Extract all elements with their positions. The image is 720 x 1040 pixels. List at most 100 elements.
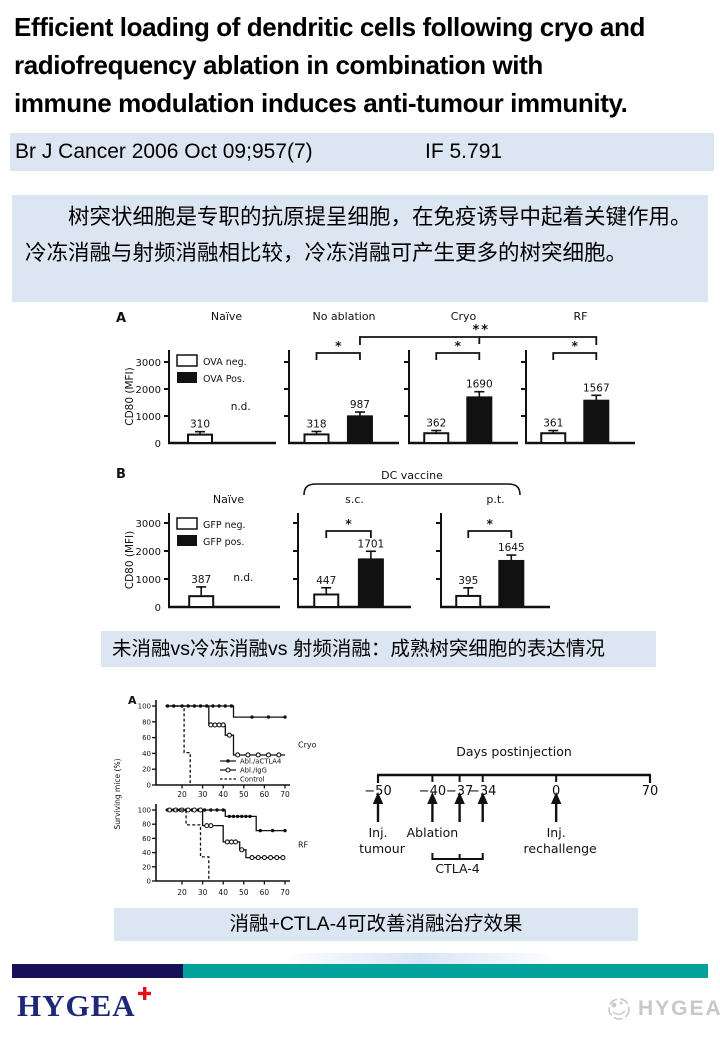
- svg-text:20: 20: [177, 888, 187, 897]
- svg-text:−50: −50: [364, 784, 391, 799]
- svg-text:40: 40: [142, 750, 151, 758]
- svg-text:Abl./aCTLA4: Abl./aCTLA4: [240, 758, 281, 766]
- svg-text:p.t.: p.t.: [486, 493, 504, 506]
- svg-text:Inj.: Inj.: [547, 825, 566, 840]
- svg-text:OVA Pos.: OVA Pos.: [203, 374, 245, 385]
- svg-text:1567: 1567: [583, 382, 610, 394]
- svg-text:OVA neg.: OVA neg.: [203, 357, 247, 368]
- red-cross-icon: [137, 987, 151, 1000]
- svg-text:−40: −40: [419, 784, 446, 799]
- svg-text:0: 0: [155, 603, 161, 614]
- svg-text:RF: RF: [574, 310, 588, 323]
- svg-text:Cryo: Cryo: [298, 741, 317, 750]
- svg-text:3000: 3000: [136, 519, 161, 530]
- svg-text:0: 0: [147, 878, 151, 886]
- svg-text:20: 20: [142, 863, 151, 871]
- svg-text:100: 100: [138, 703, 151, 711]
- svg-text:387: 387: [191, 574, 211, 586]
- svg-text:60: 60: [142, 734, 151, 742]
- hygea-logo-text: HYGEA: [17, 988, 136, 1023]
- svg-text:−34: −34: [469, 784, 496, 799]
- svg-text:30: 30: [198, 888, 208, 897]
- svg-text:2000: 2000: [136, 385, 161, 396]
- svg-text:Control: Control: [240, 776, 265, 784]
- svg-text:1000: 1000: [136, 575, 161, 586]
- svg-text:362: 362: [426, 418, 446, 430]
- svg-text:CD80 (MFI): CD80 (MFI): [124, 531, 136, 590]
- svg-text:Naïve: Naïve: [211, 310, 243, 323]
- svg-text:987: 987: [350, 399, 370, 411]
- journal-citation: Br J Cancer 2006 Oct 09;957(7): [15, 140, 313, 163]
- svg-text:B: B: [116, 467, 126, 482]
- svg-text:No ablation: No ablation: [312, 310, 375, 323]
- footer-bar-navy: [12, 964, 183, 978]
- svg-text:30: 30: [198, 790, 208, 799]
- svg-text:*: *: [335, 339, 342, 353]
- impact-factor: IF 5.791: [425, 140, 503, 163]
- svg-text:310: 310: [190, 419, 210, 431]
- svg-text:Inj.: Inj.: [368, 825, 387, 840]
- svg-text:447: 447: [316, 575, 336, 587]
- svg-text:50: 50: [239, 888, 249, 897]
- svg-text:70: 70: [642, 784, 659, 799]
- svg-text:A: A: [128, 694, 137, 707]
- citation-bar: Br J Cancer 2006 Oct 09;957(7) IF 5.791: [10, 133, 714, 171]
- svg-text:**: **: [473, 323, 491, 338]
- svg-text:50: 50: [239, 790, 249, 799]
- paper-title-line1: Efficient loading of dendritic cells fol…: [14, 12, 645, 42]
- svg-text:318: 318: [306, 418, 326, 430]
- svg-text:1645: 1645: [498, 542, 525, 554]
- svg-text:CTLA-4: CTLA-4: [435, 861, 479, 876]
- svg-text:361: 361: [543, 418, 563, 430]
- paper-title-line2: radiofrequency ablation in combination w…: [14, 50, 543, 80]
- svg-text:*: *: [345, 517, 352, 531]
- svg-text:20: 20: [177, 790, 187, 799]
- svg-text:GFP pos.: GFP pos.: [203, 537, 244, 548]
- svg-text:3000: 3000: [136, 358, 161, 369]
- svg-text:2000: 2000: [136, 547, 161, 558]
- svg-text:1701: 1701: [358, 538, 385, 550]
- hygea-logo: HYGEA: [17, 987, 151, 1024]
- svg-text:Cryo: Cryo: [451, 310, 477, 323]
- svg-text:70: 70: [280, 888, 290, 897]
- hygea-emblem-icon: [608, 998, 630, 1020]
- summary-text: 树突状细胞是专职的抗原提呈细胞，在免疫诱导中起着关键作用。冷冻消融与射频消融相比…: [25, 205, 692, 265]
- svg-text:80: 80: [142, 718, 151, 726]
- svg-text:tumour: tumour: [359, 841, 406, 856]
- svg-text:n.d.: n.d.: [231, 401, 251, 413]
- paper-title-line3: immune modulation induces anti-tumour im…: [14, 88, 628, 118]
- svg-text:1690: 1690: [466, 379, 493, 391]
- paper-title: Efficient loading of dendritic cells fol…: [14, 8, 716, 122]
- svg-text:A: A: [116, 311, 126, 326]
- svg-text:DC vaccine: DC vaccine: [381, 469, 443, 482]
- figure1-caption: 未消融vs冷冻消融vs 射频消融：成熟树突细胞的表达情况: [101, 631, 656, 667]
- svg-text:Days postinjection: Days postinjection: [456, 744, 572, 759]
- svg-text:Ablation: Ablation: [407, 825, 459, 840]
- svg-text:60: 60: [260, 790, 270, 799]
- figure-survival-curves: 0 20 40 60 80 100 20 30 40 50 60 70 Cryo A Abl./aCTLA4…: [113, 694, 317, 897]
- svg-text:395: 395: [458, 575, 478, 587]
- svg-text:Naïve: Naïve: [213, 493, 245, 506]
- svg-text:20: 20: [142, 766, 151, 774]
- svg-text:RF: RF: [298, 841, 309, 850]
- svg-text:80: 80: [142, 821, 151, 829]
- svg-text:0: 0: [552, 784, 560, 799]
- footer-glow: [278, 953, 562, 964]
- svg-text:40: 40: [218, 888, 228, 897]
- svg-text:*: *: [487, 517, 494, 531]
- svg-text:0: 0: [147, 782, 151, 790]
- svg-text:Abl./IgG: Abl./IgG: [240, 767, 267, 775]
- summary-box: 树突状细胞是专职的抗原提呈细胞，在免疫诱导中起着关键作用。冷冻消融与射频消融相比…: [12, 195, 708, 302]
- footer-bar-teal: [183, 964, 708, 978]
- figure2-caption: 消融+CTLA-4可改善消融治疗效果: [114, 908, 638, 941]
- svg-text:GFP neg.: GFP neg.: [203, 520, 246, 531]
- svg-text:CD80 (MFI): CD80 (MFI): [124, 367, 136, 426]
- svg-text:n.d.: n.d.: [233, 572, 253, 584]
- svg-text:*: *: [572, 339, 579, 353]
- svg-text:−37: −37: [446, 784, 473, 799]
- svg-text:0: 0: [155, 439, 161, 450]
- svg-text:*: *: [455, 339, 462, 353]
- svg-text:rechallenge: rechallenge: [524, 841, 598, 856]
